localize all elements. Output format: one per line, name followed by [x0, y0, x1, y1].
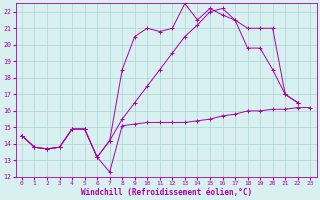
- X-axis label: Windchill (Refroidissement éolien,°C): Windchill (Refroidissement éolien,°C): [81, 188, 252, 197]
